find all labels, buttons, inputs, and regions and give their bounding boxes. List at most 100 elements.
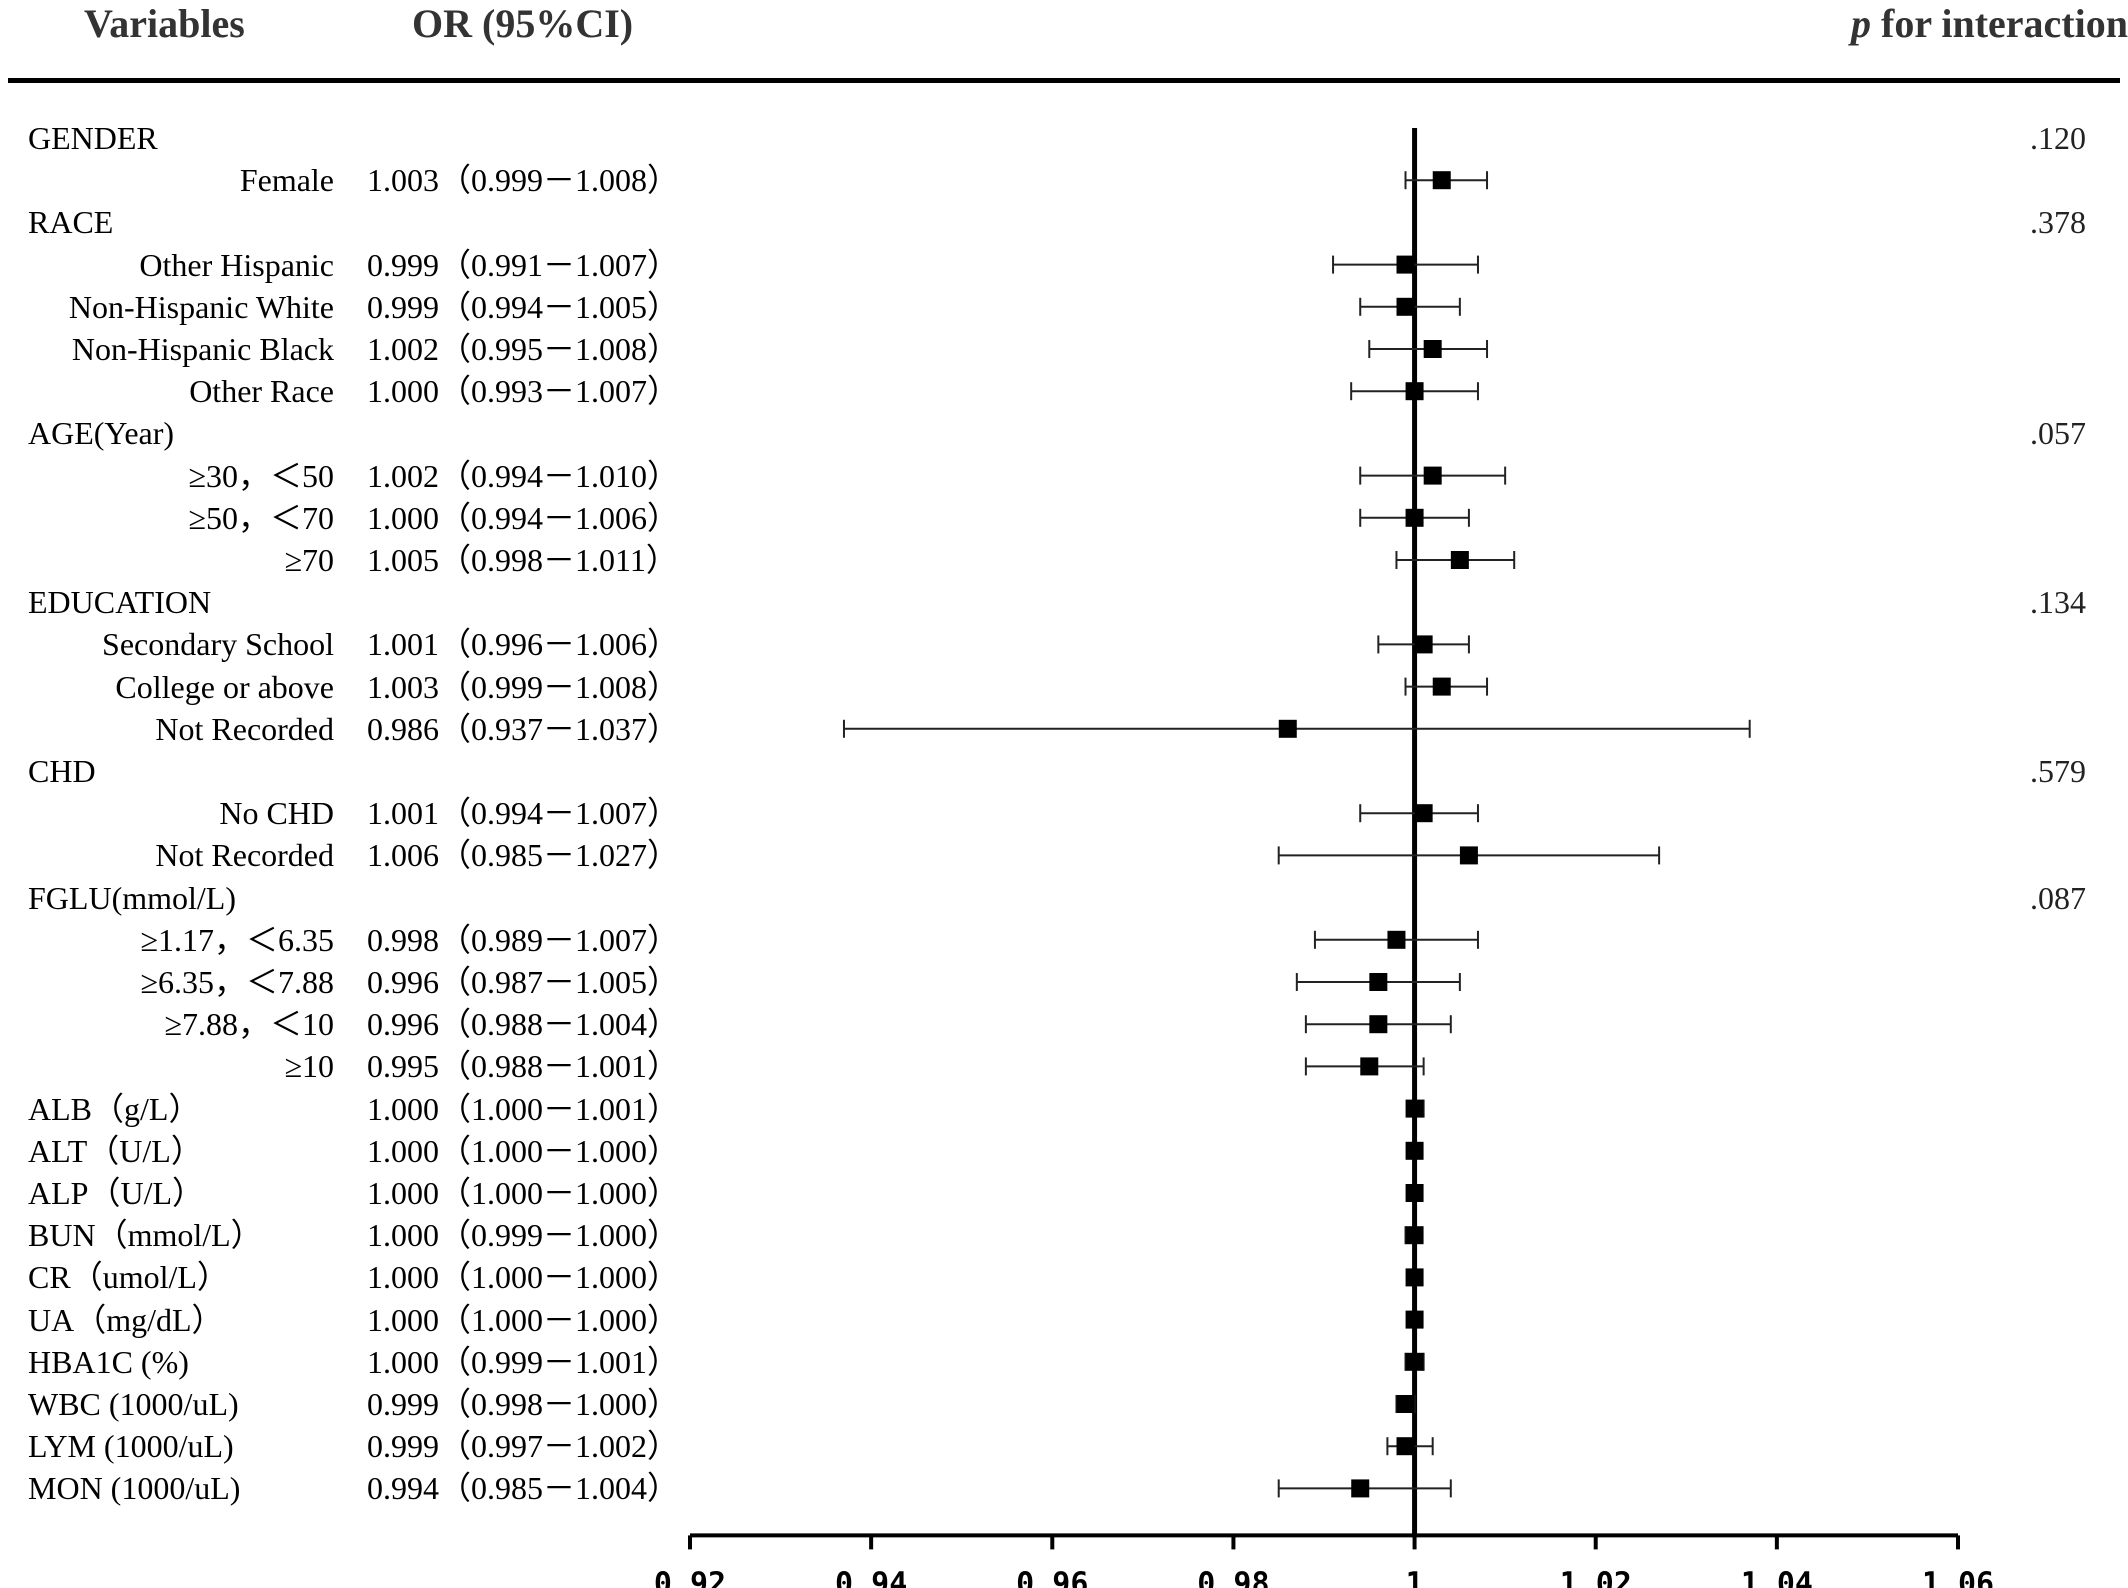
or-ci-text: 0.996（0.987－1.005）	[367, 964, 680, 1000]
table-row: ≥30，＜50 1.002（0.994－1.010）	[0, 455, 2128, 497]
or-ci-text: 0.986（0.937－1.037）	[367, 710, 680, 747]
or-ci-header: OR (95%CI)	[412, 1, 634, 46]
or-marker	[1405, 1226, 1424, 1245]
or-marker	[1423, 466, 1442, 485]
or-ci-text: 1.000（0.993－1.007）	[367, 373, 680, 410]
row-label: Not Recorded	[155, 710, 334, 747]
row-label: Female	[239, 162, 334, 199]
table-row: ALP（U/L） 1.000（1.000－1.000）	[0, 1172, 2128, 1214]
header-rule	[8, 78, 2120, 83]
table-row: ALT（U/L） 1.000（1.000－1.000）	[0, 1130, 2128, 1172]
p-value: .057	[2030, 415, 2086, 452]
group-label: RACE	[28, 204, 114, 241]
or-ci-text: 1.000（0.999－1.001）	[367, 1343, 680, 1380]
x-tick-label: 1.06	[1922, 1566, 1994, 1588]
or-marker	[1450, 551, 1469, 569]
p-interaction-header: p for interaction	[1851, 0, 2128, 47]
p-rest-label: for interaction	[1871, 1, 2128, 46]
x-tick-label: 0.98	[1197, 1566, 1269, 1588]
group-row: GENDER .120	[0, 117, 2128, 159]
or-marker	[1396, 255, 1415, 274]
table-row: Other Race 1.000（0.993－1.007）	[0, 370, 2128, 412]
or-ci-text: 1.002（0.994－1.010）	[367, 457, 680, 494]
or-ci-text: 1.002（0.995－1.008）	[367, 331, 680, 367]
or-marker	[1432, 171, 1451, 190]
or-marker	[1405, 1141, 1424, 1160]
or-marker	[1414, 804, 1433, 823]
group-row: FGLU(mmol/L) .087	[0, 877, 2128, 919]
or-ci-text: 1.000（1.000－1.000）	[367, 1132, 680, 1169]
or-marker	[1459, 846, 1478, 865]
row-label: HBA1C (%)	[28, 1343, 189, 1380]
row-label: WBC (1000/uL)	[28, 1386, 239, 1422]
or-ci-text: 0.999（0.997－1.002）	[367, 1428, 680, 1465]
table-row: Non-Hispanic Black 1.002（0.995－1.008）	[0, 328, 2128, 370]
or-ci-text: 1.001（0.994－1.007）	[367, 795, 680, 832]
table-row: Non-Hispanic White 0.999（0.994－1.005）	[0, 286, 2128, 328]
or-ci-text: 1.005（0.998－1.011）	[367, 542, 678, 578]
or-ci-text: 1.003（0.999－1.008）	[367, 668, 680, 705]
row-label: No CHD	[219, 795, 334, 832]
table-row: BUN（mmol/L） 1.000（0.999－1.000）	[0, 1214, 2128, 1256]
x-tick-label: 1	[1406, 1566, 1424, 1588]
or-marker	[1405, 382, 1424, 401]
p-value: .134	[2030, 584, 2086, 621]
row-label: ≥50，＜70	[188, 499, 334, 536]
or-ci-text: 0.999（0.998－1.000）	[367, 1386, 680, 1422]
or-ci-text: 1.000（0.999－1.000）	[367, 1217, 680, 1254]
table-row: WBC (1000/uL) 0.999（0.998－1.000）	[0, 1383, 2128, 1425]
row-label: CR（umol/L）	[28, 1259, 229, 1296]
x-tick-label: 0.96	[1016, 1566, 1088, 1588]
group-label: FGLU(mmol/L)	[28, 879, 236, 916]
table-row: LYM (1000/uL) 0.999（0.997－1.002）	[0, 1425, 2128, 1467]
table-row: ≥50，＜70 1.000（0.994－1.006）	[0, 497, 2128, 539]
or-ci-text: 1.000（1.000－1.000）	[367, 1259, 680, 1296]
p-value: .579	[2030, 753, 2086, 789]
variables-header: Variables	[84, 1, 245, 46]
row-label: Non-Hispanic Black	[71, 331, 334, 367]
or-ci-text: 1.000（1.000－1.001）	[367, 1090, 680, 1127]
or-ci-text: 0.994（0.985－1.004）	[367, 1470, 680, 1507]
group-label: AGE(Year)	[28, 415, 175, 452]
table-row: ≥7.88，＜10 0.996（0.988－1.004）	[0, 1003, 2128, 1045]
or-marker	[1432, 677, 1451, 696]
row-label: ALP（U/L）	[28, 1175, 205, 1211]
x-tick-label: 0.92	[654, 1566, 726, 1588]
row-label: MON (1000/uL)	[28, 1470, 241, 1507]
or-marker	[1396, 1395, 1415, 1413]
table-row: College or above 1.003（0.999－1.008）	[0, 666, 2128, 708]
table-row: No CHD 1.001（0.994－1.007）	[0, 792, 2128, 834]
row-label: ≥6.35，＜7.88	[140, 964, 334, 1000]
row-label: ≥70	[284, 542, 334, 578]
table-row: ≥10 0.995（0.988－1.001）	[0, 1045, 2128, 1087]
table-row: ≥70 1.005（0.998－1.011）	[0, 539, 2128, 581]
row-label: Other Race	[189, 373, 334, 410]
group-row: RACE .378	[0, 201, 2128, 243]
or-ci-text: 1.000（1.000－1.000）	[367, 1175, 680, 1211]
group-label: CHD	[28, 753, 96, 789]
row-label: Not Recorded	[155, 837, 334, 874]
or-ci-text: 0.995（0.988－1.001）	[367, 1048, 680, 1085]
row-label: Secondary School	[102, 626, 334, 663]
row-label: Non-Hispanic White	[68, 288, 334, 325]
or-marker	[1405, 1310, 1424, 1329]
table-row: Female 1.003（0.999－1.008）	[0, 159, 2128, 201]
or-ci-text: 1.000（1.000－1.000）	[367, 1301, 680, 1338]
or-ci-text: 1.003（0.999－1.008）	[367, 162, 680, 199]
table-row: Secondary School 1.001（0.996－1.006）	[0, 623, 2128, 665]
row-label: ALB（g/L）	[28, 1090, 201, 1127]
or-ci-text: 0.999（0.994－1.005）	[367, 288, 680, 325]
p-value: .120	[2030, 120, 2086, 156]
or-marker	[1351, 1479, 1370, 1498]
table-row: HBA1C (%) 1.000（0.999－1.001）	[0, 1341, 2128, 1383]
or-marker	[1360, 1057, 1379, 1076]
group-row: EDUCATION .134	[0, 581, 2128, 623]
x-tick-label: 1.04	[1741, 1566, 1813, 1588]
or-marker	[1414, 635, 1433, 654]
or-ci-text: 1.006（0.985－1.027）	[367, 837, 680, 874]
row-label: ≥30，＜50	[188, 457, 334, 494]
p-italic-label: p	[1851, 1, 1872, 46]
or-marker	[1405, 508, 1424, 527]
row-label: ≥10	[284, 1048, 334, 1085]
